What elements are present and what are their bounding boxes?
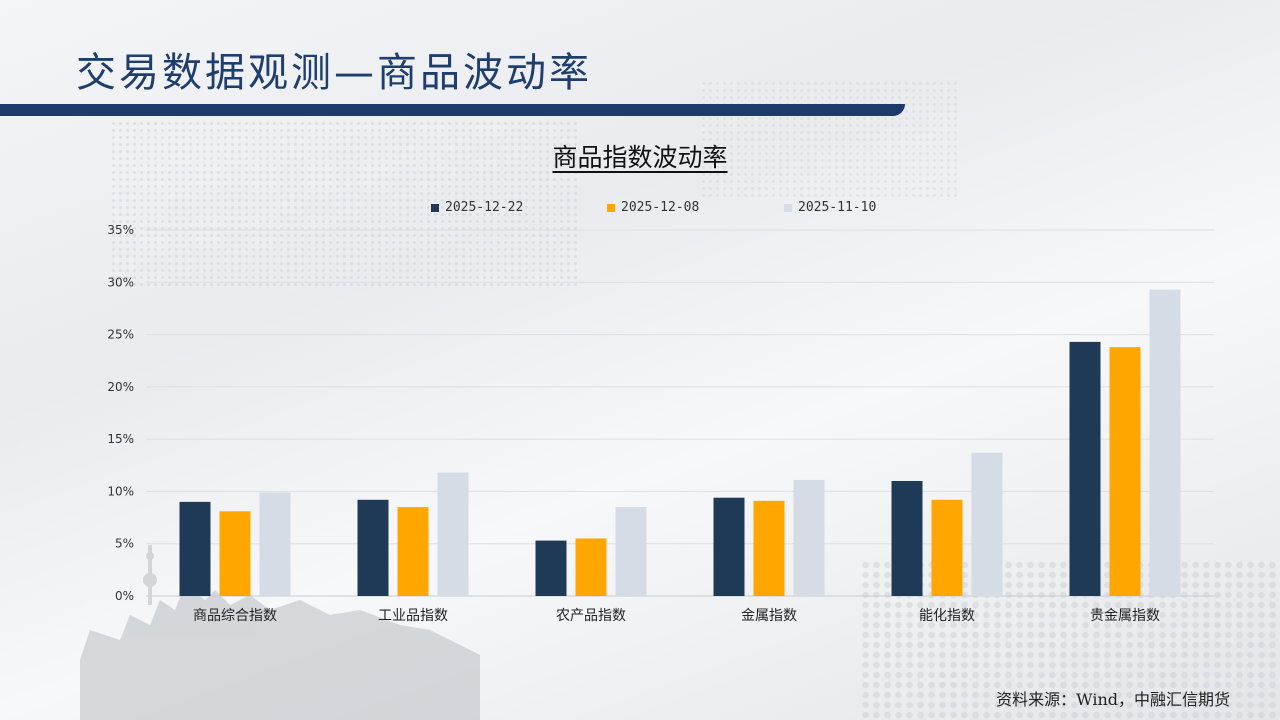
bar-series-3-3 [615,507,647,596]
bar-series-1-1 [179,501,211,596]
legend-label-series-1: 2025-12-22 [445,200,524,215]
legend-label-series-3: 2025-11-10 [798,200,877,215]
bar-series-3-2 [437,472,469,596]
bar-series-1-6 [1069,341,1101,596]
bar-series-3-6 [1149,289,1181,596]
x-tick-label: 工业品指数 [378,608,448,624]
x-tick-label: 贵金属指数 [1090,608,1160,624]
legend-swatch-series-2 [607,203,615,212]
x-tick-label: 金属指数 [741,608,797,624]
title-underline-bar [0,104,905,116]
bar-series-2-5 [931,499,963,596]
data-source-note: 资料来源：Wind，中融汇信期货 [996,690,1230,709]
y-tick-label: 25% [107,328,134,342]
bar-series-3-1 [259,492,291,596]
chart-title-text: 商品指数波动率 [552,143,728,172]
bar-series-2-3 [575,538,607,596]
world-map-dots-right [700,80,960,200]
x-tick-label: 商品综合指数 [193,608,277,624]
bar-series-2-6 [1109,347,1141,596]
y-tick-label: 0% [115,589,134,603]
y-tick-label: 30% [107,275,134,289]
y-tick-label: 35% [107,223,134,237]
bar-series-2-2 [397,507,429,596]
legend-item-series-1: 2025-12-22 [431,200,523,215]
legend-item-series-3: 2025-11-10 [784,200,876,215]
bar-series-1-5 [891,480,923,596]
bar-series-3-5 [971,452,1003,596]
bar-series-2-4 [753,500,785,596]
y-tick-label: 5% [115,537,134,551]
bar-series-3-4 [793,479,825,596]
world-map-dots [110,120,580,290]
page-title: 交易数据观测—商品波动率 [76,50,592,96]
y-tick-label: 10% [107,484,134,498]
legend-item-series-2: 2025-12-08 [607,200,699,215]
y-tick-label: 15% [107,432,134,446]
chart-title: 商品指数波动率 [0,138,1280,174]
x-tick-label: 农产品指数 [556,608,626,624]
bar-series-1-4 [713,497,745,596]
x-tick-label: 能化指数 [919,608,975,624]
legend-swatch-series-1 [431,203,439,212]
bar-series-1-2 [357,499,389,596]
legend-swatch-series-3 [784,203,792,212]
legend-label-series-2: 2025-12-08 [621,200,700,215]
chart-legend: 2025-12-22 2025-12-08 2025-11-10 [0,200,1280,220]
bar-series-2-1 [219,511,251,596]
y-tick-label: 20% [107,380,134,394]
bar-series-1-3 [535,540,567,596]
